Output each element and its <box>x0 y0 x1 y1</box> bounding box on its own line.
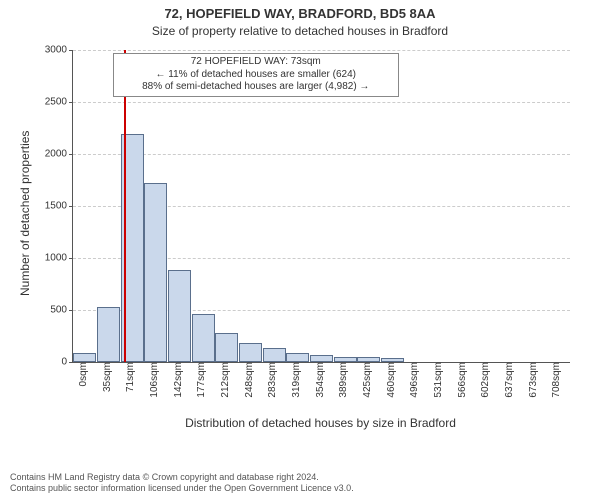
xtick-label: 177sqm <box>194 362 207 398</box>
histogram-bar <box>73 353 96 362</box>
plot-area: 0500100015002000250030000sqm35sqm71sqm10… <box>72 50 570 363</box>
xtick-label: 460sqm <box>384 362 397 398</box>
ytick-label: 1500 <box>45 201 73 212</box>
histogram-bar <box>263 348 286 362</box>
callout-line: ← 11% of detached houses are smaller (62… <box>120 69 392 82</box>
xtick-label: 319sqm <box>289 362 302 398</box>
xtick-label: 496sqm <box>407 362 420 398</box>
gridline <box>73 50 570 51</box>
footer-attribution: Contains HM Land Registry data © Crown c… <box>10 472 354 495</box>
histogram-bar <box>215 333 238 362</box>
xtick-label: 248sqm <box>242 362 255 398</box>
xtick-label: 0sqm <box>76 362 89 386</box>
xtick-label: 212sqm <box>218 362 231 398</box>
histogram-bar <box>168 270 191 362</box>
page: 72, HOPEFIELD WAY, BRADFORD, BD5 8AA Siz… <box>0 0 600 500</box>
histogram-bar <box>97 307 120 362</box>
xtick-label: 354sqm <box>313 362 326 398</box>
chart-subtitle: Size of property relative to detached ho… <box>0 24 600 38</box>
xtick-label: 566sqm <box>455 362 468 398</box>
chart-title: 72, HOPEFIELD WAY, BRADFORD, BD5 8AA <box>0 6 600 21</box>
ytick-label: 1000 <box>45 253 73 264</box>
histogram-bar <box>357 357 380 362</box>
xtick-label: 708sqm <box>549 362 562 398</box>
ytick-label: 2000 <box>45 149 73 160</box>
y-axis-label: Number of detached properties <box>18 131 32 296</box>
gridline <box>73 154 570 155</box>
xtick-label: 142sqm <box>171 362 184 398</box>
xtick-label: 602sqm <box>478 362 491 398</box>
ytick-label: 0 <box>61 357 73 368</box>
xtick-label: 283sqm <box>265 362 278 398</box>
property-marker-line <box>124 50 126 362</box>
gridline <box>73 102 570 103</box>
xtick-label: 637sqm <box>502 362 515 398</box>
histogram-bar <box>144 183 167 362</box>
xtick-label: 71sqm <box>123 362 136 392</box>
ytick-label: 3000 <box>45 45 73 56</box>
xtick-label: 673sqm <box>526 362 539 398</box>
callout-line: 88% of semi-detached houses are larger (… <box>120 81 392 94</box>
footer-line-1: Contains HM Land Registry data © Crown c… <box>10 472 354 483</box>
histogram-bar <box>381 358 404 362</box>
ytick-label: 2500 <box>45 97 73 108</box>
xtick-label: 425sqm <box>360 362 373 398</box>
histogram-bar <box>192 314 215 362</box>
xtick-label: 389sqm <box>336 362 349 398</box>
x-axis-label: Distribution of detached houses by size … <box>72 416 569 430</box>
property-callout: 72 HOPEFIELD WAY: 73sqm← 11% of detached… <box>113 53 399 97</box>
xtick-label: 106sqm <box>147 362 160 398</box>
ytick-label: 500 <box>50 305 73 316</box>
xtick-label: 35sqm <box>100 362 113 392</box>
callout-line: 72 HOPEFIELD WAY: 73sqm <box>120 56 392 69</box>
histogram-bar <box>310 355 333 362</box>
footer-line-2: Contains public sector information licen… <box>10 483 354 494</box>
histogram-bar <box>239 343 262 362</box>
histogram-bar <box>334 357 357 362</box>
histogram-bar <box>286 353 309 362</box>
xtick-label: 531sqm <box>431 362 444 398</box>
